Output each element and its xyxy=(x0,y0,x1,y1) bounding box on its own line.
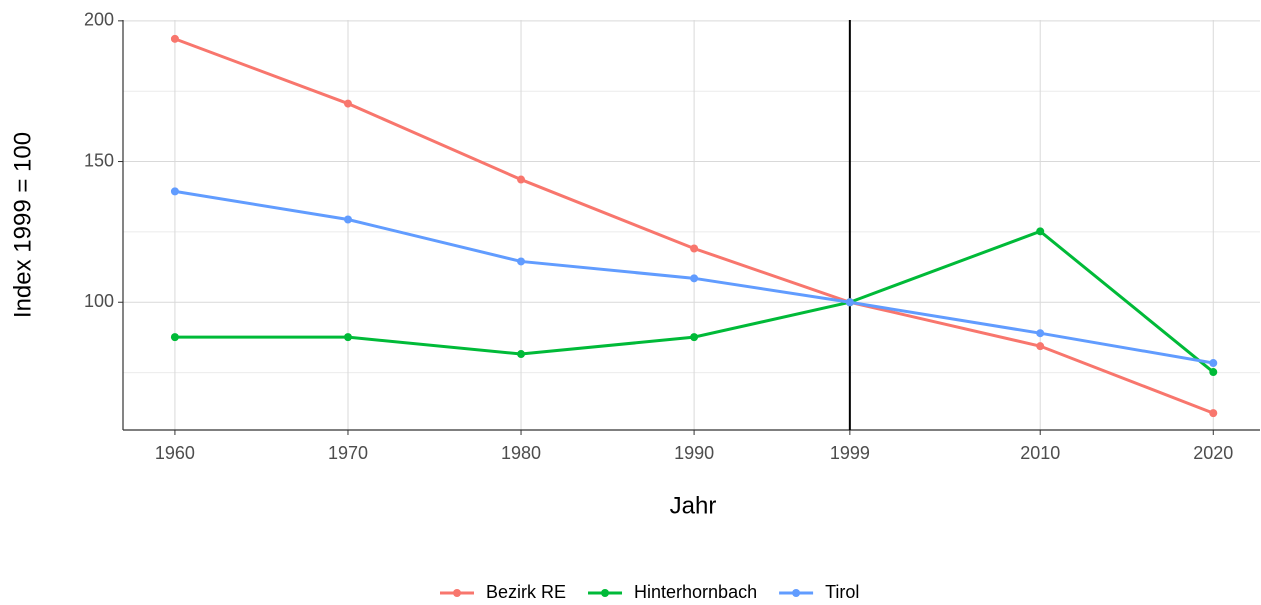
data-point xyxy=(517,257,526,266)
y-tick-label: 200 xyxy=(84,10,114,30)
data-point xyxy=(517,350,526,359)
data-point xyxy=(1036,342,1045,351)
data-point xyxy=(343,215,352,224)
legend-key-point xyxy=(792,589,801,597)
data-point xyxy=(170,333,179,342)
data-point xyxy=(690,274,699,283)
x-tick-label: 1980 xyxy=(501,443,541,463)
legend-key-point xyxy=(601,589,610,597)
data-point xyxy=(1209,368,1218,377)
data-point xyxy=(170,187,179,196)
data-point xyxy=(845,298,854,307)
y-tick-label: 100 xyxy=(84,291,114,311)
data-point xyxy=(343,333,352,342)
y-tick-label: 150 xyxy=(84,150,114,170)
legend-label: Bezirk RE xyxy=(486,582,566,602)
data-point xyxy=(1036,227,1045,236)
data-point xyxy=(1209,409,1218,418)
x-tick-label: 1990 xyxy=(674,443,714,463)
x-tick-label: 1999 xyxy=(830,443,870,463)
data-point xyxy=(170,34,179,43)
x-axis-title: Jahr xyxy=(670,492,717,519)
legend-label: Hinterhornbach xyxy=(634,582,757,602)
x-tick-label: 2010 xyxy=(1020,443,1060,463)
data-point xyxy=(517,175,526,184)
data-point xyxy=(1036,329,1045,338)
data-point xyxy=(343,99,352,108)
x-tick-label: 2020 xyxy=(1193,443,1233,463)
y-axis-title: Index 1999 = 100 xyxy=(9,132,36,318)
legend-label: Tirol xyxy=(825,582,859,602)
legend-key-point xyxy=(453,589,461,597)
data-point xyxy=(690,244,699,253)
data-point xyxy=(690,333,699,342)
data-point xyxy=(1209,359,1218,368)
x-tick-label: 1960 xyxy=(155,443,195,463)
x-tick-label: 1970 xyxy=(328,443,368,463)
